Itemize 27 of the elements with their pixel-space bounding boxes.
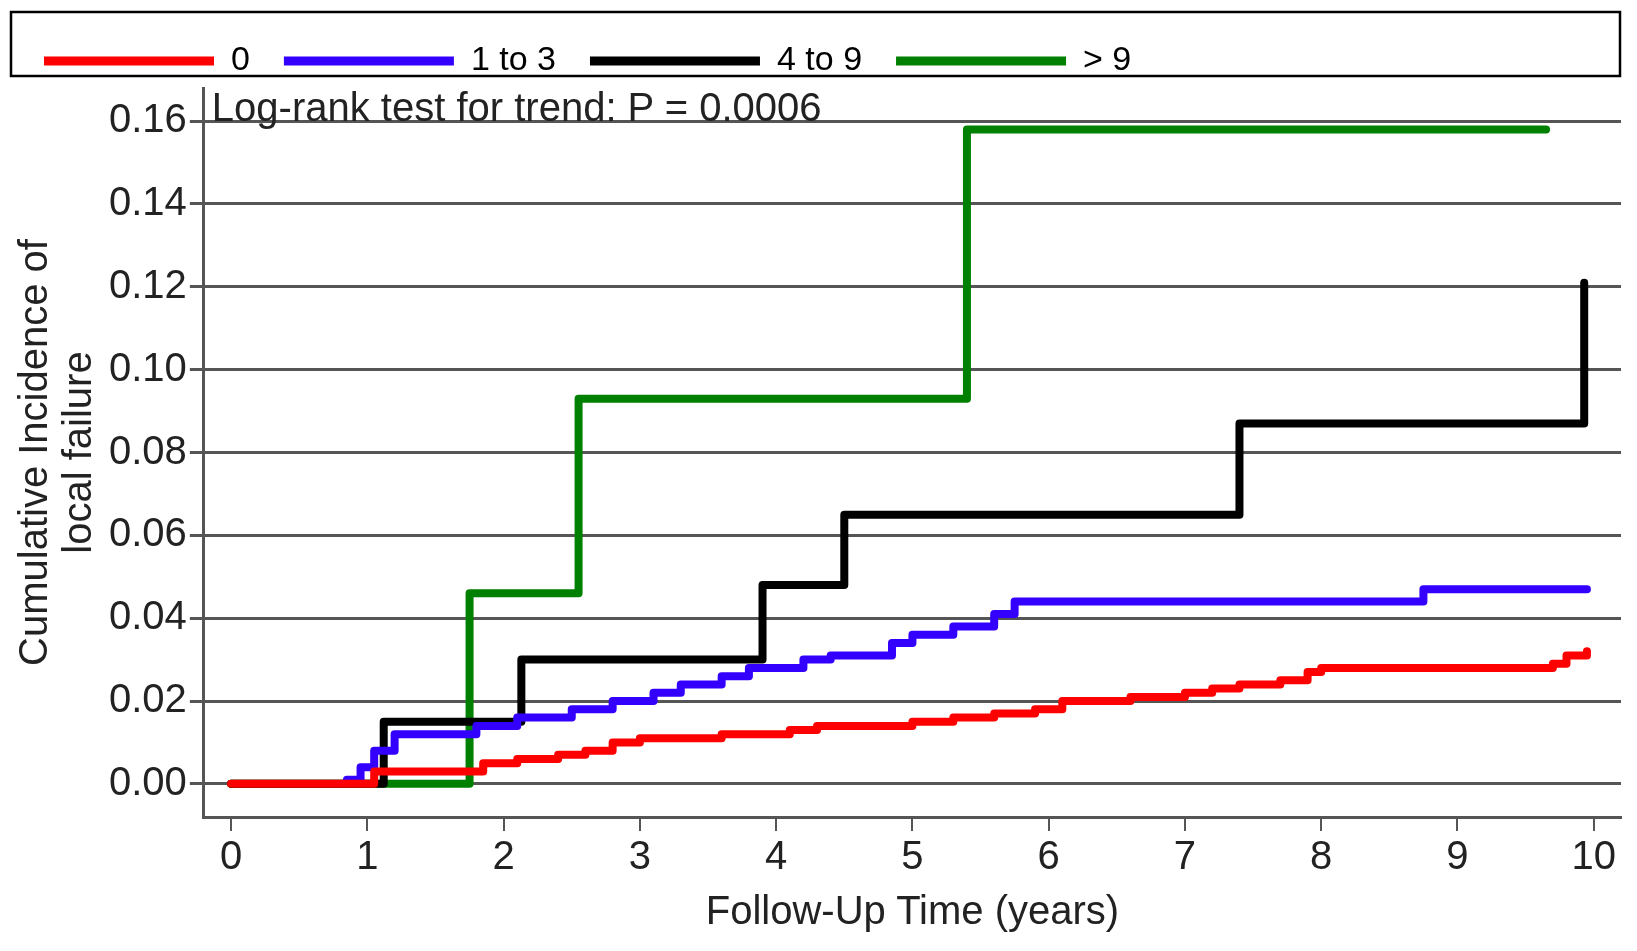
y-tick-label: 0.12 bbox=[108, 261, 187, 306]
x-tick-label: 4 bbox=[765, 833, 788, 878]
annotation: Log-rank test for trend: P = 0.0006 bbox=[211, 85, 822, 130]
legend-label: > 9 bbox=[1083, 39, 1132, 78]
x-tick-label: 3 bbox=[628, 833, 652, 878]
x-tick-label: 6 bbox=[1037, 833, 1060, 878]
y-tick-label: 0.00 bbox=[108, 758, 187, 803]
y-tick-label: 0.16 bbox=[108, 96, 187, 141]
y-tick-label: 0.02 bbox=[108, 676, 187, 721]
y-tick-label: 0.04 bbox=[108, 593, 187, 638]
y-axis-title: Cumulative Incidence of local failure bbox=[11, 238, 100, 666]
legend-label: 0 bbox=[231, 39, 250, 78]
x-tick-label: 8 bbox=[1310, 833, 1333, 878]
y-tick-label: 0.08 bbox=[108, 427, 187, 472]
legend-label: 1 to 3 bbox=[470, 39, 556, 78]
legend-label: 4 to 9 bbox=[776, 39, 863, 78]
x-tick-label: 10 bbox=[1571, 833, 1616, 878]
y-tick-label: 0.14 bbox=[108, 179, 187, 224]
x-tick-label: 1 bbox=[356, 833, 379, 878]
x-tick-label: 7 bbox=[1173, 833, 1197, 878]
x-axis-title: Follow-Up Time (years) bbox=[705, 888, 1120, 933]
y-tick-label: 0.06 bbox=[108, 510, 187, 555]
x-tick-label: 2 bbox=[492, 833, 515, 878]
x-tick-label: 9 bbox=[1446, 833, 1469, 878]
y-tick-label: 0.10 bbox=[108, 344, 187, 389]
x-tick-label: 5 bbox=[901, 833, 924, 878]
x-tick-label: 0 bbox=[219, 833, 243, 878]
